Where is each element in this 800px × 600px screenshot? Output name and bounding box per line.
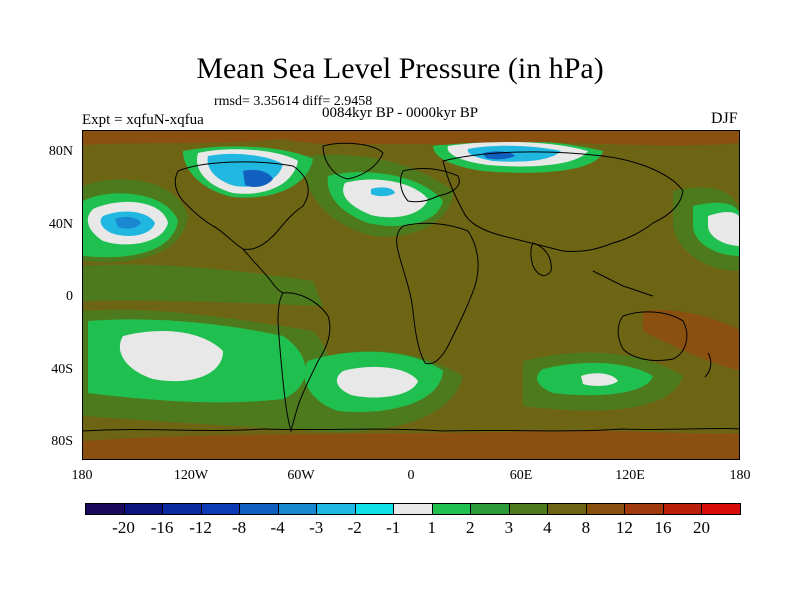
lon-label-120w: 120W: [173, 468, 209, 483]
contour-north-pacific-core: [115, 216, 141, 229]
contour-arctic-red-band: [83, 131, 739, 146]
colorbar-label: -8: [232, 518, 247, 537]
lon-label-0: 0: [407, 468, 415, 483]
pressure-map: [82, 130, 740, 460]
map-title: Mean Sea Level Pressure (in hPa): [196, 52, 604, 85]
colorbar-box: [162, 503, 202, 515]
contour-indian-white: [581, 373, 618, 386]
lat-label-80n: 80N: [48, 144, 73, 159]
lat-label-40n: 40N: [48, 217, 73, 232]
colorbar-label: 3: [504, 518, 514, 537]
contour-hudson-core: [243, 169, 273, 187]
rmsd-diff-stats: rmsd= 3.35614 diff= 2.9458: [214, 94, 373, 109]
coastline-asia: [442, 151, 684, 252]
coastlines: [83, 142, 739, 433]
coastline-central-america: [242, 248, 284, 294]
colorbar-label: -2: [347, 518, 362, 537]
colorbar-box: [316, 503, 356, 515]
lon-label-120e: 120E: [615, 468, 645, 483]
lon-label-180e: 180: [729, 468, 751, 483]
colorbar-label: -3: [309, 518, 324, 537]
colorbar-box: [585, 503, 626, 515]
colorbar-label: -4: [270, 518, 285, 537]
colorbar-box: [354, 503, 395, 515]
contour-tropical-green: [83, 264, 323, 306]
contour-south-pacific-white: [119, 331, 223, 382]
colorbar-label: 20: [692, 518, 710, 537]
coastline-north-america: [174, 161, 309, 250]
colorbar-box: [123, 503, 164, 515]
colorbar-label: 4: [543, 518, 552, 537]
colorbar-box: [200, 503, 241, 515]
colorbar-label: 12: [615, 518, 633, 537]
lon-label-180w: 180: [71, 468, 93, 483]
colorbar-box: [393, 503, 433, 515]
colorbar-label: -16: [150, 518, 174, 537]
period-label: 0084kyr BP - 0000kyr BP: [322, 105, 479, 121]
colorbar-box: [277, 503, 318, 515]
coastline-antarctica: [83, 427, 739, 432]
coastline-india: [530, 242, 552, 277]
colorbar-label: -20: [112, 518, 135, 537]
map-canvas: [83, 131, 739, 459]
colorbar-box: [547, 503, 587, 515]
lon-label-60e: 60E: [509, 468, 533, 483]
colorbar-label: 2: [466, 518, 475, 537]
coastline-new-zealand: [704, 352, 712, 378]
colorbar-label: 8: [581, 518, 591, 537]
colorbar-box: [431, 503, 472, 515]
colorbar-box: [701, 503, 741, 515]
contour-north-atlantic-white: [343, 179, 428, 218]
lat-label-40s: 40S: [51, 362, 73, 377]
coastline-australia: [617, 311, 688, 362]
lon-label-60w: 60W: [287, 468, 315, 483]
colorbar-label: 16: [654, 518, 672, 537]
contour-north-atlantic-cyan: [371, 187, 395, 197]
coastline-southeast-asia: [592, 270, 654, 297]
colorbar-label: -12: [189, 518, 212, 537]
season-label: DJF: [711, 110, 738, 127]
coastline-south-america: [277, 292, 331, 433]
colorbar-label: 1: [427, 518, 437, 537]
colorbar-box: [624, 503, 664, 515]
contour-fields: [83, 131, 739, 459]
colorbar-box: [85, 503, 125, 515]
colorbar-box: [508, 503, 549, 515]
coastline-europe: [400, 168, 460, 203]
contour-east-pacific-south: [643, 310, 739, 371]
experiment-label: Expt = xqfuN-xqfua: [82, 112, 204, 128]
lat-label-eq: 0: [66, 289, 73, 304]
contour-south-atlantic-white: [336, 366, 418, 398]
coastline-greenland: [322, 142, 384, 180]
colorbar-box: [662, 503, 703, 515]
colorbar-box: [470, 503, 510, 515]
colorbar-label: -1: [386, 518, 401, 537]
contour-antarctic-band: [83, 430, 739, 459]
coastline-africa: [396, 222, 479, 365]
lat-label-80s: 80S: [51, 434, 73, 449]
contour-east-pacific-white: [708, 211, 739, 246]
colorbar-box: [239, 503, 279, 515]
